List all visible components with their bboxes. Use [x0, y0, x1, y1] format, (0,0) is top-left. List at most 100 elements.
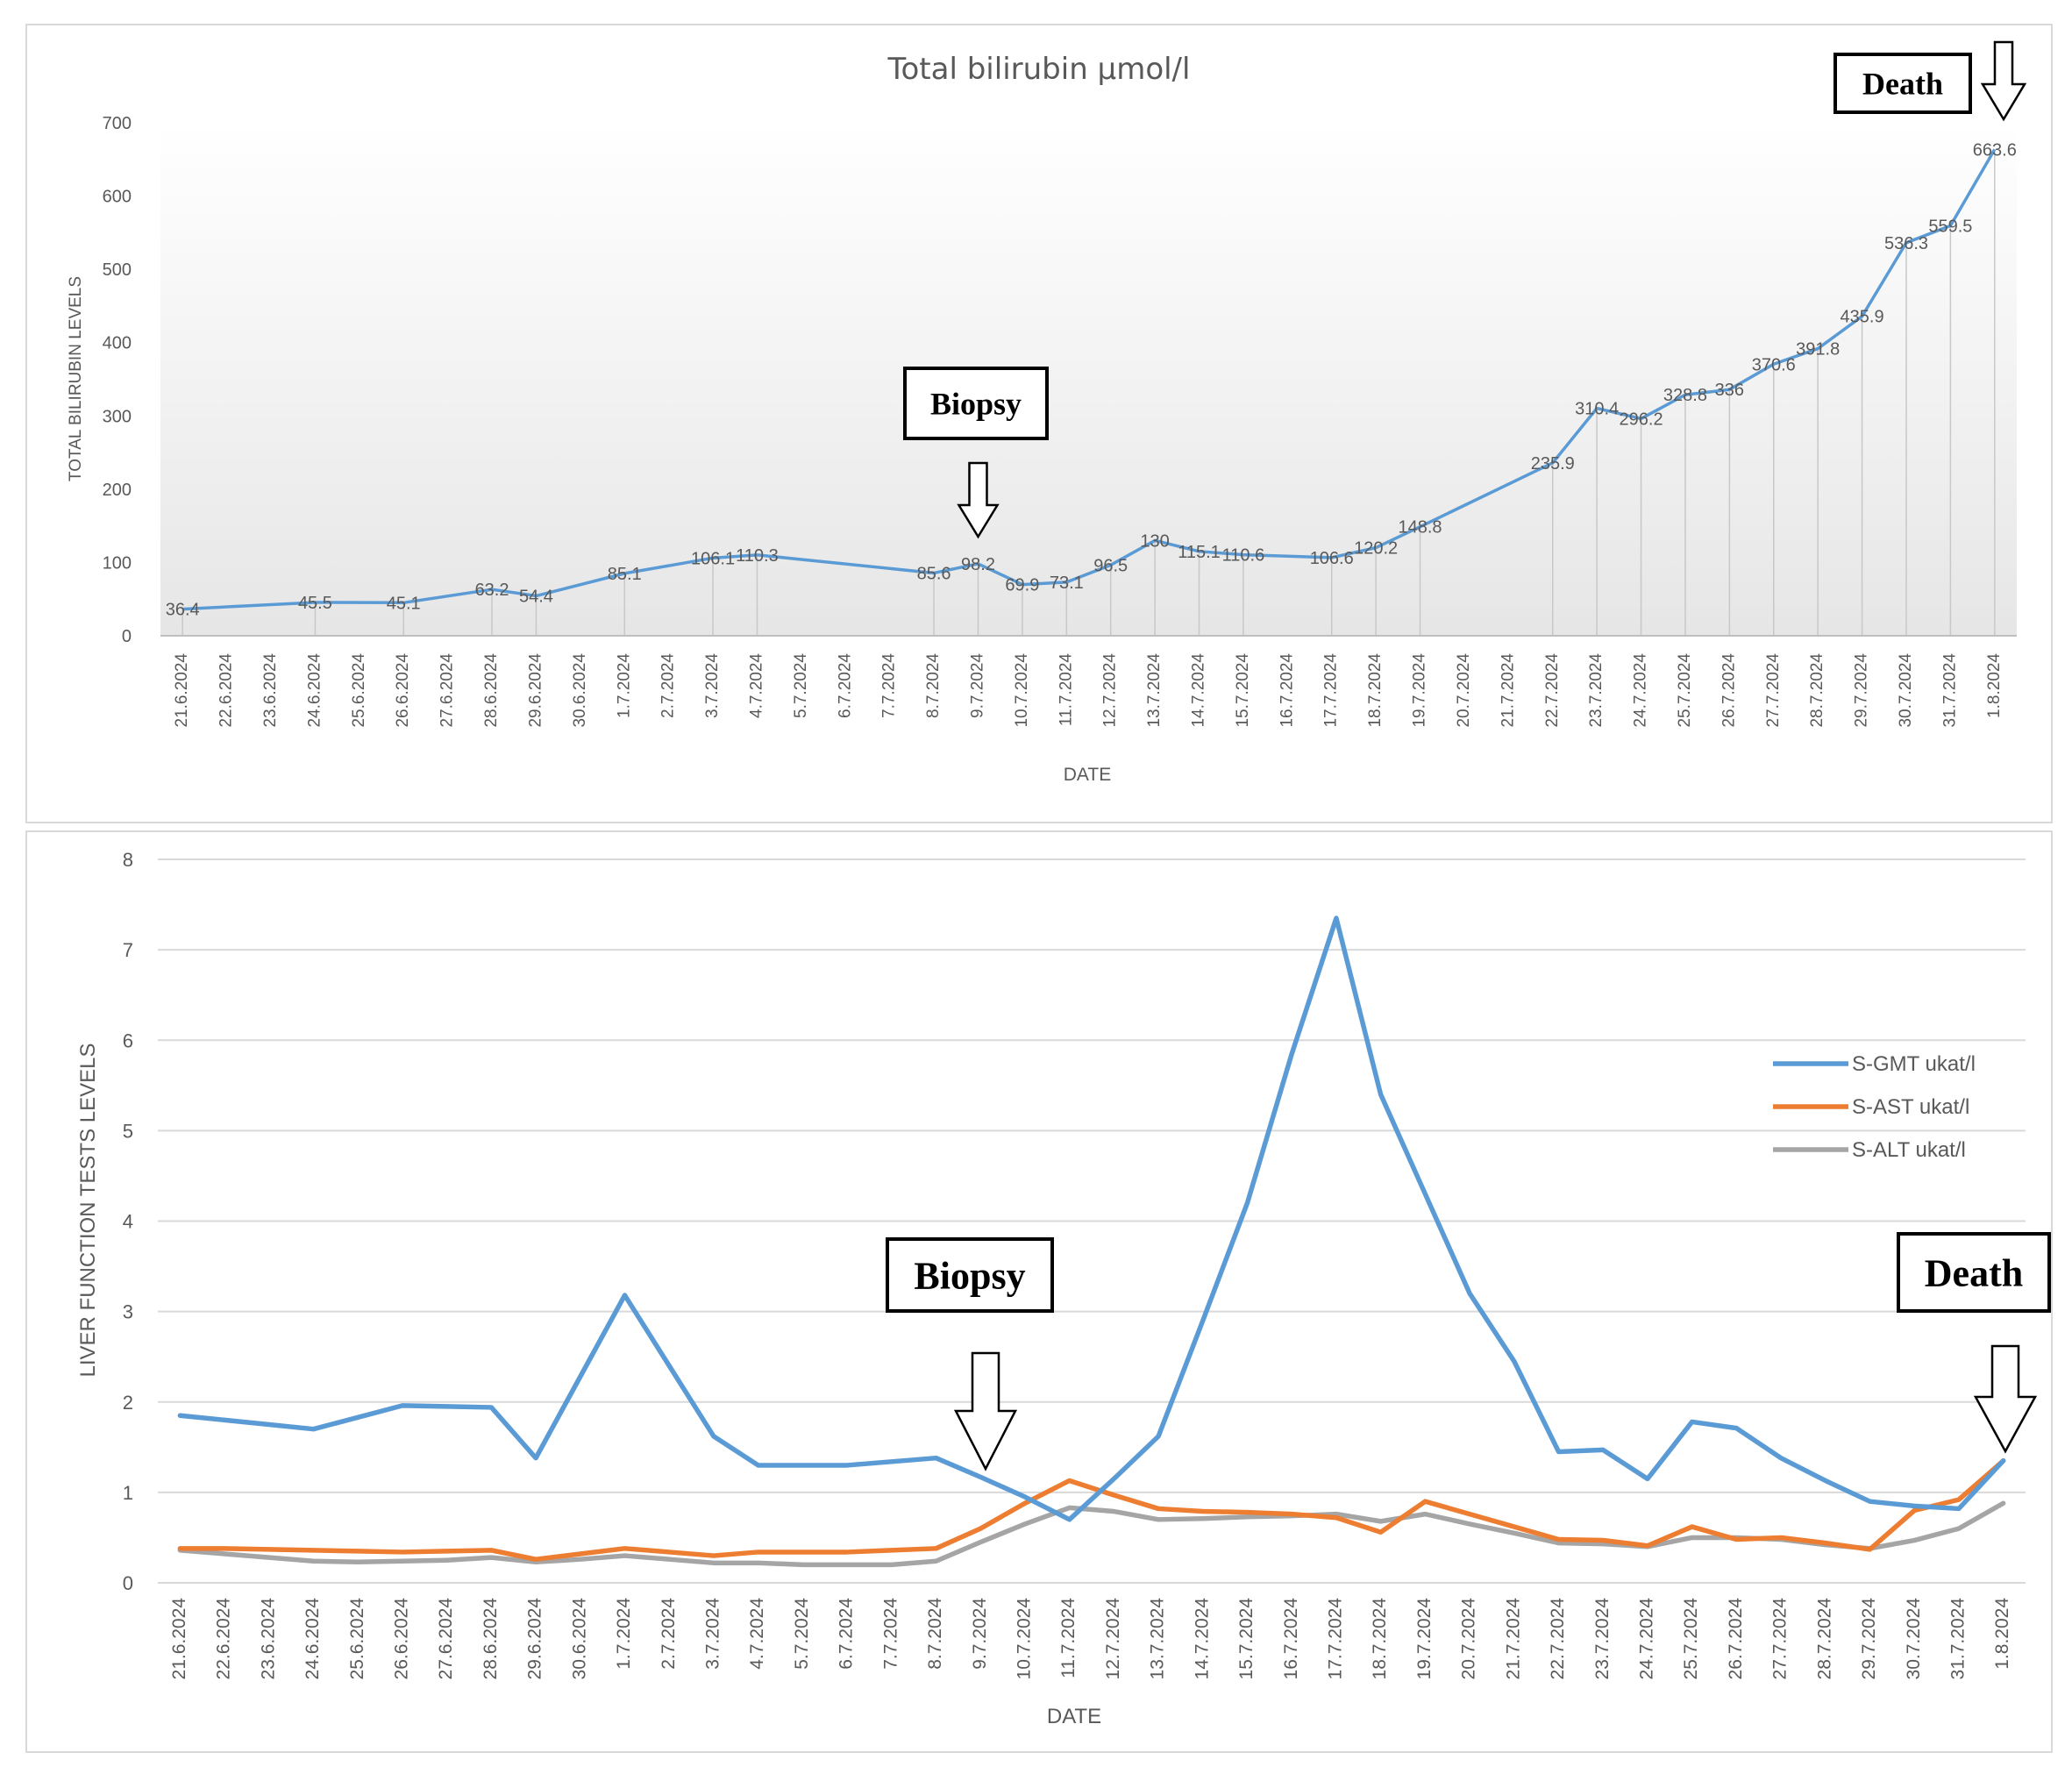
- x-tick-label: 28.7.2024: [1814, 1598, 1834, 1680]
- x-tick-label: 12.7.2024: [1101, 653, 1120, 728]
- data-label: 391.8: [1796, 340, 1840, 360]
- x-tick-label: 18.7.2024: [1370, 1598, 1390, 1680]
- x-tick-label: 30.7.2024: [1904, 1598, 1924, 1680]
- biopsy-annotation-box: [886, 1237, 1054, 1313]
- y-tick-label: 4: [123, 1211, 133, 1233]
- x-tick-label: 29.6.2024: [525, 1598, 545, 1680]
- death-annotation-box: [1833, 53, 1972, 114]
- x-axis-title: DATE: [1064, 765, 1111, 785]
- death-annotation-box: [1897, 1232, 2051, 1313]
- x-tick-label: 19.7.2024: [1411, 653, 1429, 728]
- y-tick-label: 0: [122, 627, 132, 646]
- y-tick-label: 0: [123, 1572, 133, 1594]
- x-tick-label: 21.6.2024: [173, 653, 191, 728]
- x-tick-label: 29.6.2024: [526, 653, 545, 728]
- data-label: 120.2: [1354, 539, 1398, 559]
- y-tick-label: 600: [103, 188, 132, 207]
- liver-function-chart: 0 1 2 3 4 5 6 7 8 21.6.2024 22.6.2024 23.6.2024 24.6…: [76, 849, 2051, 1728]
- x-tick-label: 9.7.2024: [970, 1598, 990, 1670]
- x-tick-label: 1.7.2024: [614, 1598, 634, 1670]
- data-label: 435.9: [1841, 308, 1884, 327]
- data-label: 85.6: [917, 564, 951, 583]
- x-tick-label: 28.6.2024: [482, 653, 501, 728]
- death-arrow-icon: [1973, 1344, 2038, 1454]
- data-label: 235.9: [1531, 454, 1575, 474]
- x-tick-label: 26.6.2024: [391, 1598, 411, 1680]
- x-tick-label: 1.8.2024: [1985, 653, 2004, 718]
- x-tick-label: 21.7.2024: [1503, 1598, 1523, 1680]
- biopsy-annotation-box: [903, 367, 1049, 440]
- x-tick-label: 24.6.2024: [303, 1598, 323, 1680]
- x-tick-label: 22.7.2024: [1548, 1598, 1568, 1680]
- x-tick-label: 24.6.2024: [305, 653, 324, 728]
- x-tick-label: 30.6.2024: [571, 653, 589, 728]
- data-label: 328.8: [1663, 386, 1707, 405]
- biopsy-arrow-icon: [953, 1351, 1018, 1471]
- x-tick-label: 24.7.2024: [1632, 653, 1650, 728]
- x-tick-label: 28.7.2024: [1808, 653, 1826, 728]
- data-label: 110.6: [1222, 546, 1265, 566]
- x-tick-label: 27.7.2024: [1764, 653, 1783, 728]
- x-tick-label: 21.7.2024: [1499, 653, 1517, 728]
- y-tick-label: 200: [103, 481, 132, 500]
- x-tick-label: 30.7.2024: [1897, 653, 1915, 728]
- x-tick-label: 27.6.2024: [438, 653, 457, 728]
- bilirubin-series-line: [182, 148, 1997, 611]
- data-label: 63.2: [475, 581, 509, 600]
- data-label: 98.2: [961, 555, 995, 574]
- x-tick-label: 15.7.2024: [1234, 653, 1252, 728]
- x-tick-label: 23.6.2024: [258, 1598, 278, 1680]
- legend-label: S-GMT ukat/l: [1852, 1052, 1976, 1076]
- x-tick-label: 16.7.2024: [1278, 653, 1296, 728]
- x-tick-label: 18.7.2024: [1366, 653, 1385, 728]
- x-tick-label: 26.6.2024: [394, 653, 412, 728]
- data-label: 536.3: [1884, 234, 1928, 253]
- x-tick-label: 26.7.2024: [1720, 653, 1738, 728]
- data-label: 45.5: [298, 594, 332, 613]
- x-tick-label: 23.7.2024: [1592, 1598, 1613, 1680]
- s-ast-series-line: [177, 1458, 2006, 1562]
- data-label: 115.1: [1178, 543, 1221, 562]
- x-tick-label: 31.7.2024: [1947, 1598, 1968, 1680]
- x-tick-label: 11.7.2024: [1057, 653, 1075, 727]
- data-label: 45.1: [387, 594, 421, 613]
- x-tick-label: 7.7.2024: [880, 1598, 901, 1670]
- death-annotation-label: Death: [1925, 1251, 2023, 1294]
- x-tick-label: 27.6.2024: [436, 1598, 456, 1680]
- data-label: 96.5: [1093, 556, 1128, 575]
- x-tick-label: 25.6.2024: [347, 1598, 367, 1680]
- x-tick-label: 2.7.2024: [659, 653, 678, 718]
- x-tick-label: 22.6.2024: [214, 1598, 234, 1680]
- data-label: 36.4: [166, 601, 200, 620]
- x-tick-label: 19.7.2024: [1414, 1598, 1435, 1680]
- biopsy-annotation-label: Biopsy: [930, 387, 1022, 422]
- x-tick-label: 22.7.2024: [1543, 653, 1562, 728]
- x-tick-label: 8.7.2024: [925, 1598, 945, 1670]
- y-axis-title: TOTAL BILIRUBIN LEVELS: [67, 276, 85, 481]
- death-annotation-label: Death: [1862, 67, 1943, 102]
- y-tick-label: 7: [123, 939, 133, 961]
- plot-area: [160, 123, 2017, 636]
- x-tick-label: 17.7.2024: [1322, 653, 1341, 728]
- death-arrow-icon: [1980, 40, 2027, 122]
- data-label: 336: [1715, 381, 1744, 400]
- x-tick-label: 16.7.2024: [1281, 1598, 1301, 1680]
- x-tick-label: 8.7.2024: [924, 653, 943, 718]
- data-label: 559.5: [1928, 217, 1972, 236]
- x-tick-label: 12.7.2024: [1103, 1598, 1123, 1680]
- x-tick-label: 11.7.2024: [1058, 1598, 1079, 1678]
- y-tick-label: 300: [103, 407, 132, 426]
- x-tick-label: 10.7.2024: [1013, 653, 1031, 728]
- y-tick-label: 8: [123, 849, 133, 871]
- x-tick-label: 25.7.2024: [1681, 1598, 1701, 1680]
- x-tick-label: 4.7.2024: [747, 1598, 767, 1670]
- x-tick-label: 26.7.2024: [1726, 1598, 1746, 1680]
- y-tick-label: 500: [103, 260, 132, 280]
- y-tick-label: 3: [123, 1301, 133, 1323]
- y-axis-title: LIVER FUNCTION TESTS LEVELS: [76, 1044, 100, 1378]
- legend-label: S-AST ukat/l: [1852, 1095, 1969, 1119]
- x-tick-label: 28.6.2024: [481, 1598, 501, 1680]
- x-tick-label: 5.7.2024: [792, 653, 810, 718]
- data-label: 73.1: [1050, 573, 1084, 593]
- data-label: 130: [1140, 531, 1169, 551]
